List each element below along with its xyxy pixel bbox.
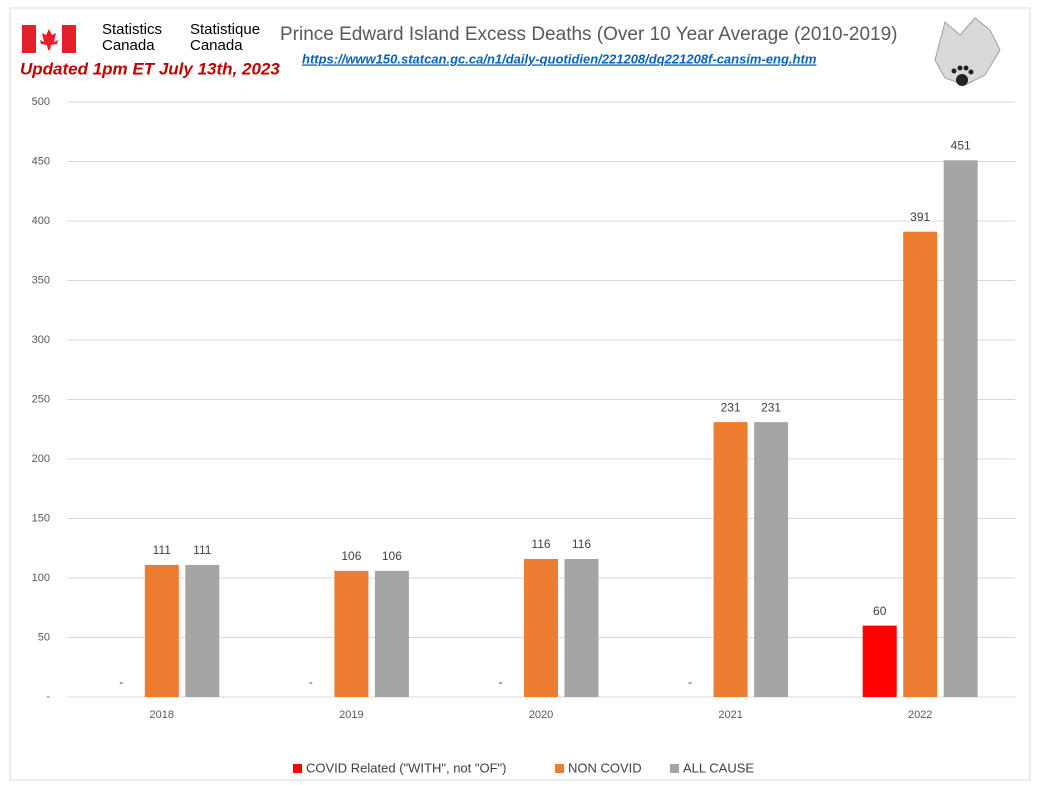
x-tick-label: 2020 [529, 709, 553, 721]
legend-label: ALL CAUSE [683, 760, 754, 775]
chart-title: Prince Edward Island Excess Deaths (Over… [280, 24, 898, 45]
legend-swatch [293, 764, 302, 773]
x-tick-label: 2019 [339, 709, 363, 721]
bar [144, 564, 179, 697]
data-label: 116 [572, 537, 591, 551]
bar [185, 564, 220, 697]
chart-frame [9, 7, 1031, 781]
data-label: 391 [910, 210, 930, 224]
logo-text: Statistique [190, 21, 260, 38]
bar [754, 422, 789, 697]
bar [943, 160, 978, 697]
data-label: - [309, 675, 313, 689]
data-label: - [499, 675, 503, 689]
y-tick-label: 400 [32, 215, 50, 227]
data-label: 106 [341, 549, 361, 563]
bar [713, 422, 748, 697]
data-label: - [119, 675, 123, 689]
bar [334, 570, 369, 697]
bar [862, 625, 897, 697]
bar [564, 558, 599, 697]
logo-text: Statistics [102, 21, 162, 38]
legend-label: COVID Related ("WITH", not "OF") [306, 760, 507, 775]
bar [524, 558, 558, 697]
data-label: 60 [873, 604, 887, 618]
legend-label: NON COVID [568, 760, 642, 775]
y-tick-label: 50 [38, 631, 50, 643]
y-tick-label: - [46, 691, 50, 703]
y-tick-label: 300 [32, 334, 50, 346]
x-tick-label: 2021 [718, 709, 742, 721]
x-tick-label: 2022 [908, 709, 932, 721]
x-tick-label: 2018 [150, 709, 174, 721]
y-tick-label: 250 [32, 393, 50, 405]
legend-swatch [555, 764, 564, 773]
y-tick-label: 150 [32, 512, 50, 524]
data-label: 111 [193, 543, 212, 557]
data-label: 111 [153, 543, 172, 557]
bar [903, 231, 938, 697]
y-tick-label: 200 [32, 453, 50, 465]
source-link[interactable]: https://www150.statcan.gc.ca/n1/daily-qu… [302, 51, 817, 66]
logo-text: Canada [102, 37, 155, 54]
bar [374, 570, 409, 697]
data-label: 116 [531, 537, 550, 551]
data-label: 231 [721, 400, 741, 414]
y-tick-label: 100 [32, 572, 50, 584]
y-tick-label: 350 [32, 274, 50, 286]
data-label: 231 [761, 400, 781, 414]
y-tick-label: 450 [32, 155, 50, 167]
data-label: - [688, 675, 692, 689]
update-note: Updated 1pm ET July 13th, 2023 [20, 59, 280, 78]
wolf-logo [934, 17, 1001, 86]
data-label: 106 [382, 549, 402, 563]
y-tick-label: 500 [32, 96, 50, 108]
data-label: 451 [951, 138, 971, 152]
logo-text: Canada [190, 37, 243, 54]
legend-swatch [670, 764, 679, 773]
flag [22, 25, 76, 53]
